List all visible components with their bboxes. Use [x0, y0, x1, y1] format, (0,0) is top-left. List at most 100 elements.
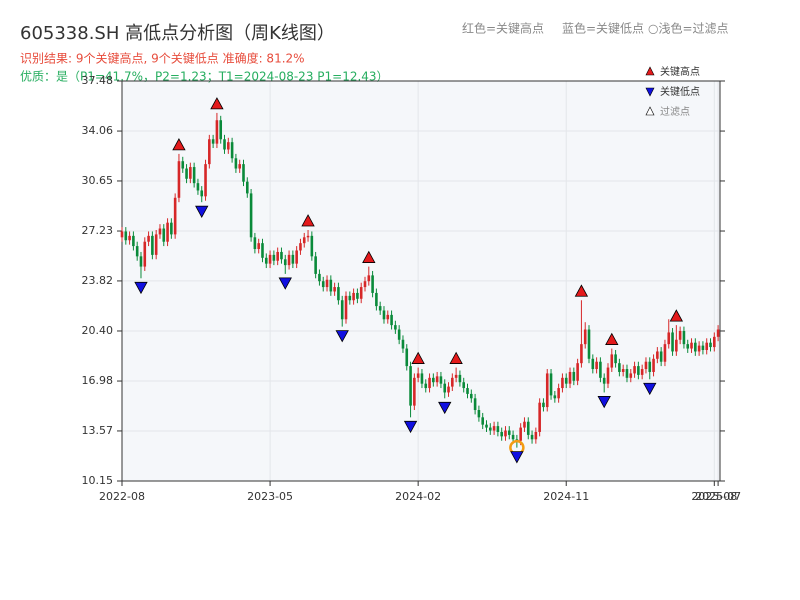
key-high-marker: [574, 284, 589, 297]
candle-body: [519, 427, 522, 441]
y-tick-label: 10.15: [82, 474, 114, 487]
candle-body: [329, 279, 333, 292]
candle-body: [572, 371, 576, 381]
candle-body: [458, 374, 462, 383]
legend-label: 关键高点: [660, 65, 700, 78]
candle-body: [587, 329, 591, 359]
candle-body: [295, 250, 298, 264]
candle-body: [321, 281, 325, 288]
candle-body: [413, 377, 416, 406]
key-high-marker: [449, 351, 463, 364]
candle-body: [234, 158, 238, 169]
key-high-marker: [411, 351, 425, 364]
candle-body: [363, 281, 367, 288]
candle-body: [530, 434, 534, 440]
x-tick-label: 2025-07: [695, 490, 741, 503]
candle-body: [375, 292, 378, 307]
plot-frame: [121, 80, 721, 482]
candle-body: [561, 377, 564, 389]
candle-body: [542, 402, 545, 408]
key-high-marker: [669, 309, 684, 322]
candle-body: [367, 275, 371, 282]
candle-body: [371, 275, 374, 293]
candle-body: [166, 222, 169, 242]
candle-body: [481, 417, 484, 425]
candle-body: [576, 363, 579, 381]
y-tick-label: 20.40: [82, 324, 114, 337]
x-tick-label: 2022-08: [99, 490, 145, 503]
candle-body: [314, 256, 317, 274]
candle-body: [637, 366, 640, 375]
candle-body: [306, 235, 310, 238]
y-tick-label: 23.82: [82, 274, 114, 287]
candle-body: [656, 351, 659, 359]
candle-body: [591, 358, 595, 370]
candle-body: [158, 228, 162, 235]
candle-body: [386, 314, 390, 320]
key-low-marker: [278, 277, 292, 290]
candle-body: [325, 279, 329, 288]
candle-body: [378, 306, 382, 311]
candle-body: [405, 348, 409, 367]
candle-body: [694, 342, 697, 352]
candle-body: [633, 366, 636, 374]
key-high-marker: [210, 97, 224, 110]
candle-body: [659, 351, 663, 362]
candle-body: [139, 256, 143, 267]
candle-body: [333, 287, 336, 292]
candle-body: [276, 251, 279, 261]
candle-body: [227, 142, 230, 150]
candle-body: [621, 369, 625, 372]
candle-body: [196, 183, 200, 191]
candle-body: [678, 330, 682, 340]
candle-body: [299, 243, 302, 251]
candle-body: [451, 377, 454, 387]
candle-body: [170, 222, 173, 235]
candle-body: [208, 139, 211, 165]
candle-body: [545, 373, 549, 408]
legend-symbol: [645, 87, 655, 97]
candle-body: [318, 273, 321, 282]
candle-body: [268, 254, 272, 264]
key-high-marker: [301, 214, 315, 227]
legend-symbol: [645, 66, 655, 76]
candle-body: [709, 342, 712, 348]
candle-body: [697, 345, 701, 352]
candle-body: [470, 393, 473, 399]
candle-body: [610, 354, 614, 368]
candle-body: [549, 373, 553, 396]
candle-body: [675, 339, 678, 352]
candle-body: [344, 295, 348, 320]
candle-body: [249, 193, 253, 238]
candle-body: [485, 424, 488, 428]
key-low-marker: [335, 330, 349, 343]
candle-body: [215, 120, 219, 144]
candle-body: [348, 295, 352, 301]
legend-label: 关键低点: [660, 85, 700, 98]
candle-body: [238, 164, 242, 169]
candle-body: [147, 235, 150, 242]
candle-body: [177, 161, 181, 198]
candle-body: [154, 234, 158, 255]
y-tick-label: 13.57: [82, 424, 114, 437]
candle-body: [564, 377, 568, 384]
key-high-marker: [172, 138, 186, 151]
candle-body: [667, 332, 671, 345]
candle-body: [280, 251, 283, 260]
candle-body: [466, 388, 469, 394]
candle-body: [264, 257, 268, 264]
candle-body: [397, 329, 401, 340]
candle-body: [580, 344, 583, 364]
legend-note: 蓝色=关键低点: [562, 22, 644, 36]
candle-body: [223, 139, 226, 150]
candle-body: [701, 345, 705, 351]
candle-body: [713, 336, 716, 348]
candle-body: [511, 434, 515, 440]
candle-body: [242, 164, 245, 182]
candle-body: [682, 330, 686, 345]
candle-body: [409, 366, 412, 406]
candle-body: [686, 344, 690, 349]
y-tick-label: 27.23: [82, 224, 114, 237]
candle-body: [200, 190, 204, 197]
